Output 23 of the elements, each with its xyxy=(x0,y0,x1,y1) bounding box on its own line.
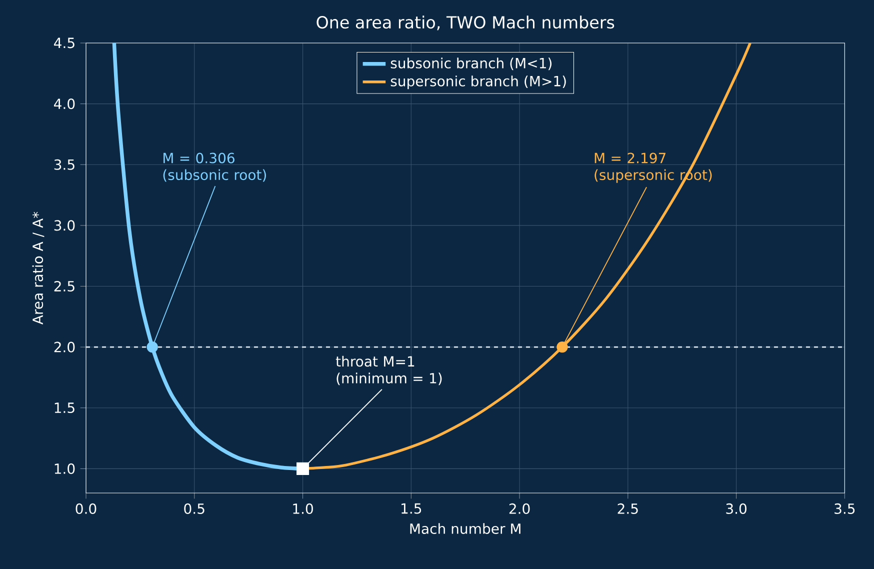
y-tick-label: 3.5 xyxy=(54,159,74,170)
x-tick-label: 2.0 xyxy=(509,503,530,514)
x-tick-label: 1.5 xyxy=(402,503,422,514)
legend-label: subsonic branch (M<1) xyxy=(390,58,552,70)
x-tick-label: 3.5 xyxy=(834,503,855,514)
y-tick-label: 3.0 xyxy=(54,220,75,231)
x-tick-label: 0.0 xyxy=(76,503,96,514)
y-axis-title: Area ratio A / A* xyxy=(32,212,44,324)
y-tick-label: 1.0 xyxy=(54,463,75,474)
x-tick-label: 2.5 xyxy=(618,503,638,514)
y-tick-label: 4.5 xyxy=(54,38,74,48)
x-tick-label: 0.5 xyxy=(184,503,204,514)
chart-title: One area ratio, TWO Mach numbers xyxy=(316,16,614,30)
x-tick-label: 3.0 xyxy=(726,503,746,514)
y-tick-label: 1.5 xyxy=(54,402,74,414)
annotation: M = 0.306 (subsonic root) xyxy=(163,152,266,182)
x-axis-title: Mach number M xyxy=(410,523,520,534)
x-tick-label: 1.0 xyxy=(293,503,313,514)
legend-label: supersonic branch (M>1) xyxy=(390,76,566,90)
y-tick-label: 2.0 xyxy=(54,342,75,352)
annotation: throat M=1 (minimum = 1) xyxy=(336,356,442,386)
y-tick-label: 4.0 xyxy=(54,98,75,110)
y-tick-label: 2.5 xyxy=(54,280,74,292)
